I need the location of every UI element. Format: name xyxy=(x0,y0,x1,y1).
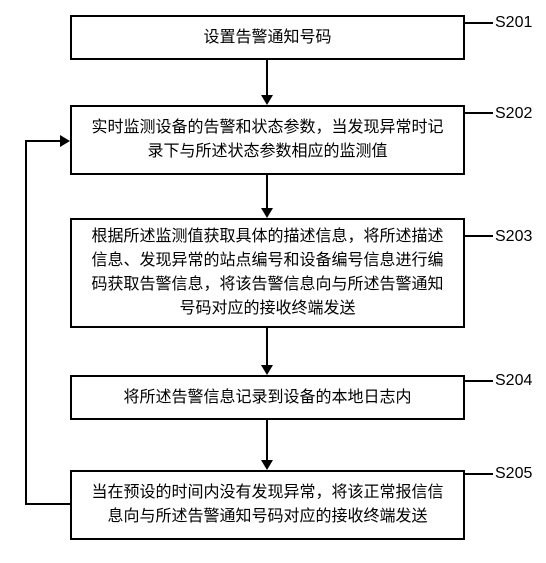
arrow-right-icon xyxy=(60,135,70,147)
flowchart-container: 设置告警通知号码 S201 实时监测设备的告警和状态参数，当发现异常时记录下与所… xyxy=(0,0,546,563)
step-text: 当在预设的时间内没有发现异常，将该正常报信信息向与所述告警通知号码对应的接收终端… xyxy=(86,481,449,529)
step-box-s202: 实时监测设备的告警和状态参数，当发现异常时记录下与所述状态参数相应的监测值 xyxy=(70,105,465,175)
feedback-seg-vertical xyxy=(25,140,27,505)
connector-s201-s202 xyxy=(266,60,268,97)
arrow-down-icon xyxy=(261,95,273,105)
label-connector-s203 xyxy=(465,235,493,237)
label-connector-s204 xyxy=(465,380,493,382)
label-connector-s205 xyxy=(465,473,493,475)
arrow-down-icon xyxy=(261,365,273,375)
step-label-s202: S202 xyxy=(495,105,532,123)
step-text: 根据所述监测值获取具体的描述信息，将所述描述信息、发现异常的站点编号和设备编号信… xyxy=(86,225,449,321)
connector-s204-s205 xyxy=(266,420,268,462)
connector-s202-s203 xyxy=(266,175,268,210)
step-text: 设置告警通知号码 xyxy=(203,26,331,50)
step-label-s205: S205 xyxy=(495,465,532,483)
step-box-s204: 将所述告警信息记录到设备的本地日志内 xyxy=(70,375,465,420)
arrow-down-icon xyxy=(261,208,273,218)
arrow-down-icon xyxy=(261,460,273,470)
step-box-s203: 根据所述监测值获取具体的描述信息，将所述描述信息、发现异常的站点编号和设备编号信… xyxy=(70,218,465,328)
step-label-s203: S203 xyxy=(495,228,532,246)
step-box-s201: 设置告警通知号码 xyxy=(70,15,465,60)
label-connector-s201 xyxy=(465,22,493,24)
feedback-seg-bottom xyxy=(25,503,70,505)
step-box-s205: 当在预设的时间内没有发现异常，将该正常报信信息向与所述告警通知号码对应的接收终端… xyxy=(70,470,465,540)
step-label-s201: S201 xyxy=(495,14,532,32)
step-text: 将所述告警信息记录到设备的本地日志内 xyxy=(123,386,411,410)
feedback-seg-top xyxy=(25,140,62,142)
connector-s203-s204 xyxy=(266,328,268,367)
label-connector-s202 xyxy=(465,112,493,114)
step-text: 实时监测设备的告警和状态参数，当发现异常时记录下与所述状态参数相应的监测值 xyxy=(86,116,449,164)
step-label-s204: S204 xyxy=(495,372,532,390)
